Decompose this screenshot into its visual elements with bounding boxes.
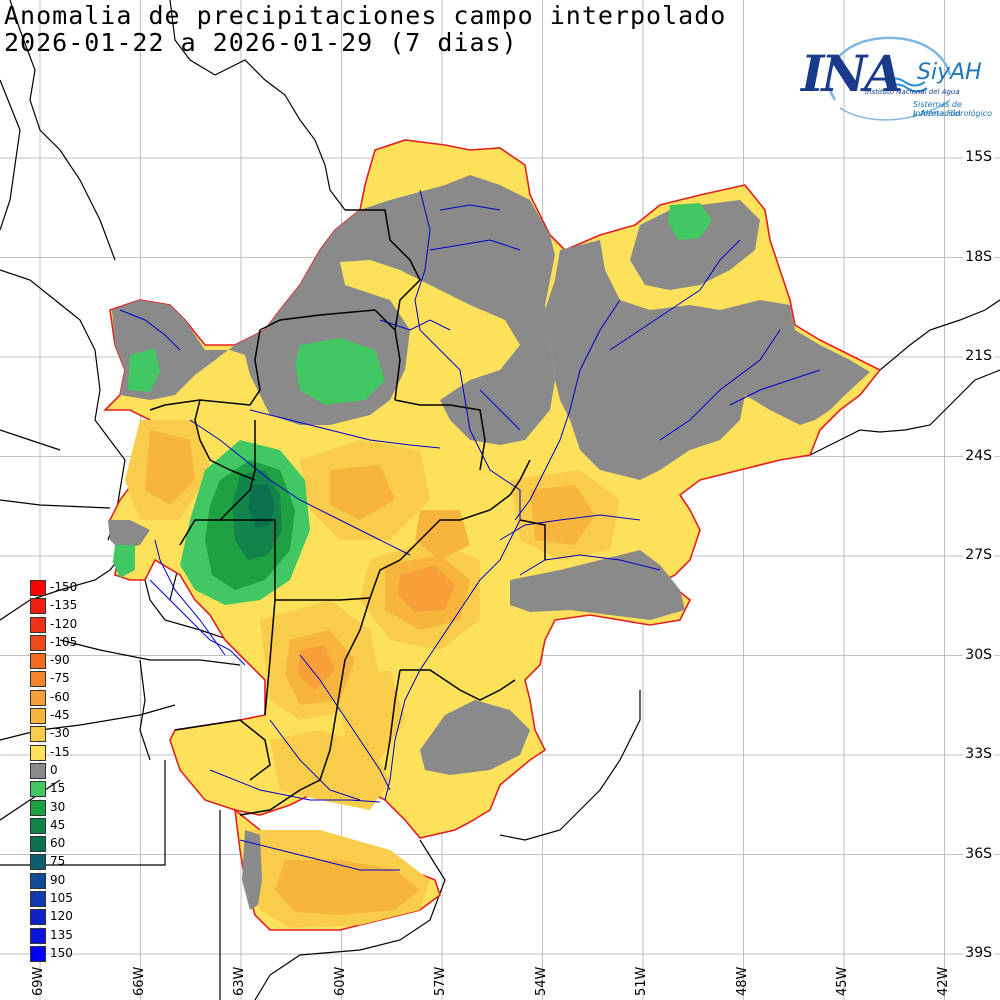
legend-swatch [30, 708, 46, 725]
longitude-label: 69W [31, 966, 46, 996]
legend-label: 105 [50, 891, 73, 906]
latitude-label: 18S [963, 248, 994, 265]
longitude-label: 63W [232, 966, 247, 996]
longitude-label: 54W [533, 966, 549, 996]
longitude-label: 42W [935, 966, 951, 996]
logo-siyah-text: SiyAH [917, 60, 982, 85]
coastline-north [879, 299, 1000, 371]
legend-label: -150 [50, 580, 78, 594]
legend-swatch [30, 872, 46, 889]
legend-swatch [30, 580, 46, 596]
legend-swatch [30, 744, 46, 761]
legend-swatch [30, 945, 46, 962]
legend-swatch [30, 671, 46, 688]
latitude-label: 27S [963, 547, 994, 563]
legend-swatch [30, 634, 46, 651]
anomaly-minus-60 [298, 565, 455, 690]
legend-label: 0 [50, 762, 58, 777]
logo-ina-text: INA [801, 44, 903, 103]
map-title: Anomalia de precipitaciones campo interp… [4, 1, 727, 30]
legend-label: 60 [50, 836, 66, 851]
logo-tagline-1: Sistemas de Información [913, 100, 962, 118]
legend-swatch [30, 616, 46, 633]
legend-label: 15 [50, 781, 66, 796]
anomaly-plus-60 [248, 485, 275, 528]
anomaly-zero [108, 175, 870, 910]
legend-swatch [30, 762, 46, 779]
legend-swatch [30, 927, 46, 944]
legend-label: 75 [50, 854, 66, 869]
latitude-label: 33S [963, 746, 994, 762]
legend-swatch [30, 817, 46, 834]
legend-label: -105 [50, 634, 78, 649]
longitude-label: 66W [131, 966, 147, 996]
legend-swatch [30, 781, 46, 798]
legend-swatch [30, 653, 46, 670]
longitude-label: 51W [634, 966, 649, 996]
legend-swatch [30, 726, 46, 743]
rivers [119, 189, 821, 871]
legend-label: 120 [50, 909, 73, 924]
logo-swoosh-icon [827, 36, 952, 121]
legend-swatch [30, 891, 46, 908]
legend-label: -135 [50, 598, 78, 613]
latitude-label: 21S [963, 348, 994, 364]
legend-label: 150 [50, 945, 73, 960]
longitude-label: 45W [835, 966, 850, 996]
longitude-label: 60W [332, 966, 348, 996]
latitude-label: 30S [963, 646, 994, 663]
legend-swatch [30, 909, 46, 926]
legend-label: 30 [50, 799, 66, 814]
logo-tagline-2: y Alerta Hidrológico [913, 109, 992, 118]
legend-label: 90 [50, 872, 66, 887]
legend-label: -120 [50, 616, 78, 631]
legend-label: -90 [50, 653, 70, 668]
legend-label: -75 [50, 671, 70, 686]
latitude-label: 36S [963, 845, 994, 862]
coastline-argentina [254, 839, 446, 1000]
legend-swatch [30, 799, 46, 816]
coastline-brazil [809, 369, 1000, 456]
coastline-uruguay [499, 690, 641, 841]
legend-label: -45 [50, 708, 70, 723]
legend-swatch [30, 836, 46, 853]
latitude-label: 24S [963, 447, 994, 464]
country-borders [149, 209, 546, 816]
legend-label: 135 [50, 927, 73, 942]
map-period: 2026-01-22 a 2026-01-29 (7 dias) [4, 28, 518, 57]
legend-swatch [30, 598, 46, 615]
logo-subtitle: Instituto Nacional del Agua [865, 88, 960, 96]
legend-label: -15 [50, 744, 70, 759]
legend-swatch [30, 689, 46, 706]
latitude-label: 39S [963, 945, 994, 961]
legend-label: 45 [50, 817, 66, 832]
legend-label: -60 [50, 689, 70, 704]
ina-siyah-logo: INA SiyAH Instituto Nacional del Agua Si… [795, 30, 995, 130]
latitude-label: 15S [963, 149, 994, 165]
longitude-label: 57W [433, 966, 448, 996]
legend-label: -30 [50, 726, 70, 741]
legend-swatch [30, 854, 46, 871]
longitude-label: 48W [734, 966, 750, 996]
